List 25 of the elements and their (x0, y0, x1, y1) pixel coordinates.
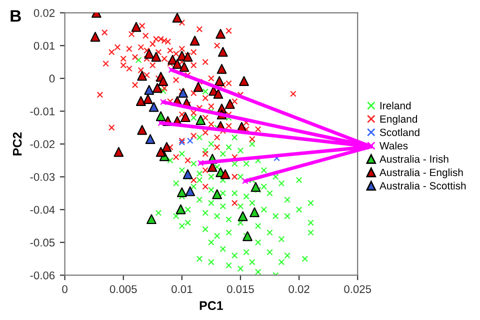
x-tick-label: 0.015 (227, 285, 254, 294)
legend-label: Ireland (380, 102, 411, 110)
legend-label: Australia - English (379, 168, 463, 178)
y-tick-label: 0.02 (34, 9, 55, 17)
y-tick-label: -0.03 (30, 173, 55, 181)
y-tick-label: -0.02 (30, 140, 55, 148)
x-tick-label: 0.005 (110, 285, 137, 294)
legend-label: Wales (380, 142, 408, 150)
y-tick-label: -0.04 (30, 206, 55, 214)
y-axis-title: PC2 (12, 132, 22, 156)
y-tick-label: -0.01 (30, 107, 55, 116)
x-tick-label: 0.025 (344, 285, 372, 294)
x-axis-title: PC1 (200, 301, 224, 310)
chart-title: B (10, 10, 21, 22)
legend-label: Australia - Irish (379, 155, 448, 163)
x-tick-label: 0 (62, 285, 68, 294)
x-tick-label: 0.02 (288, 285, 310, 294)
y-tick-label: 0.01 (34, 42, 55, 50)
legend-label: Australia - Scottish (379, 182, 466, 190)
y-tick-label: 0 (49, 74, 55, 83)
y-tick-label: -0.05 (30, 238, 55, 247)
x-tick-label: 0.01 (172, 285, 192, 294)
legend-label: England (380, 115, 418, 125)
legend-label: Scotland (380, 128, 420, 136)
y-tick-label: -0.06 (30, 271, 55, 280)
